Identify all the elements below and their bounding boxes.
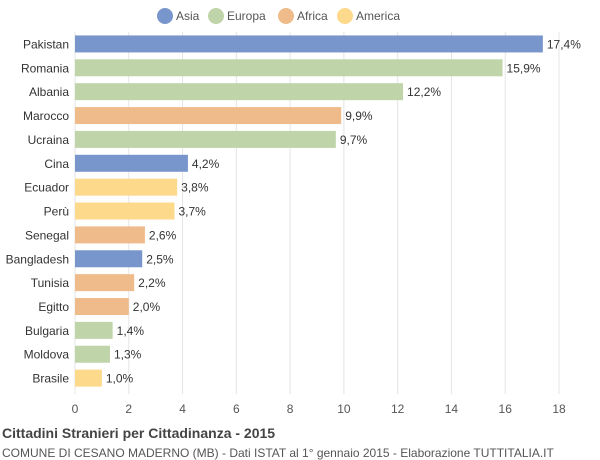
legend-label: Europa: [227, 9, 266, 23]
bar: [75, 274, 135, 292]
value-label: 2,0%: [133, 300, 161, 314]
category-label: Marocco: [23, 109, 69, 123]
value-label: 12,2%: [407, 85, 441, 99]
legend-label: America: [356, 9, 400, 23]
bar: [75, 83, 404, 101]
x-tick-label: 18: [552, 402, 566, 416]
category-label: Albania: [29, 85, 69, 99]
value-label: 2,5%: [146, 252, 174, 266]
value-label: 1,3%: [114, 348, 142, 362]
legend-label: Africa: [297, 9, 328, 23]
value-label: 1,4%: [117, 324, 145, 338]
x-tick-label: 0: [72, 402, 79, 416]
category-label: Cina: [44, 157, 69, 171]
category-label: Senegal: [25, 228, 69, 242]
value-label: 2,2%: [138, 276, 166, 290]
value-label: 3,7%: [178, 205, 206, 219]
value-label: 9,7%: [340, 133, 368, 147]
chart-title: Cittadini Stranieri per Cittadinanza - 2…: [2, 425, 276, 441]
category-label: Tunisia: [31, 276, 70, 290]
legend-swatch: [157, 8, 173, 24]
category-label: Bangladesh: [6, 252, 69, 266]
category-label: Moldova: [24, 348, 70, 362]
legend-swatch: [278, 8, 294, 24]
bar: [75, 107, 342, 125]
value-label: 15,9%: [507, 61, 541, 75]
bar: [75, 298, 129, 316]
legend-swatch: [337, 8, 353, 24]
category-label: Ecuador: [24, 181, 69, 195]
category-label: Pakistan: [23, 37, 69, 51]
value-label: 2,6%: [149, 228, 177, 242]
x-tick-label: 12: [391, 402, 405, 416]
chart-subtitle: COMUNE DI CESANO MADERNO (MB) - Dati IST…: [2, 446, 554, 460]
category-label: Ucraina: [28, 133, 70, 147]
bar: [75, 321, 113, 339]
legend-swatch: [208, 8, 224, 24]
value-label: 9,9%: [345, 109, 373, 123]
value-label: 4,2%: [192, 157, 220, 171]
x-tick-label: 2: [125, 402, 132, 416]
bar: [75, 178, 178, 196]
category-label: Bulgaria: [25, 324, 69, 338]
category-label: Egitto: [38, 300, 69, 314]
x-tick-label: 4: [179, 402, 186, 416]
x-tick-label: 16: [499, 402, 513, 416]
bar: [75, 345, 110, 363]
category-label: Brasile: [32, 372, 69, 386]
value-label: 17,4%: [547, 37, 581, 51]
bar: [75, 154, 188, 172]
category-label: Romania: [21, 61, 69, 75]
bar: [75, 202, 175, 220]
bar: [75, 35, 543, 53]
bar: [75, 250, 143, 268]
category-label: Perù: [44, 205, 69, 219]
bar: [75, 226, 145, 244]
value-label: 3,8%: [181, 181, 209, 195]
bar: [75, 130, 336, 148]
bar: [75, 59, 503, 77]
x-tick-label: 14: [445, 402, 459, 416]
legend-label: Asia: [176, 9, 200, 23]
bar: [75, 369, 102, 387]
x-tick-label: 6: [233, 402, 240, 416]
value-label: 1,0%: [106, 372, 134, 386]
x-tick-label: 8: [287, 402, 294, 416]
x-tick-label: 10: [337, 402, 351, 416]
